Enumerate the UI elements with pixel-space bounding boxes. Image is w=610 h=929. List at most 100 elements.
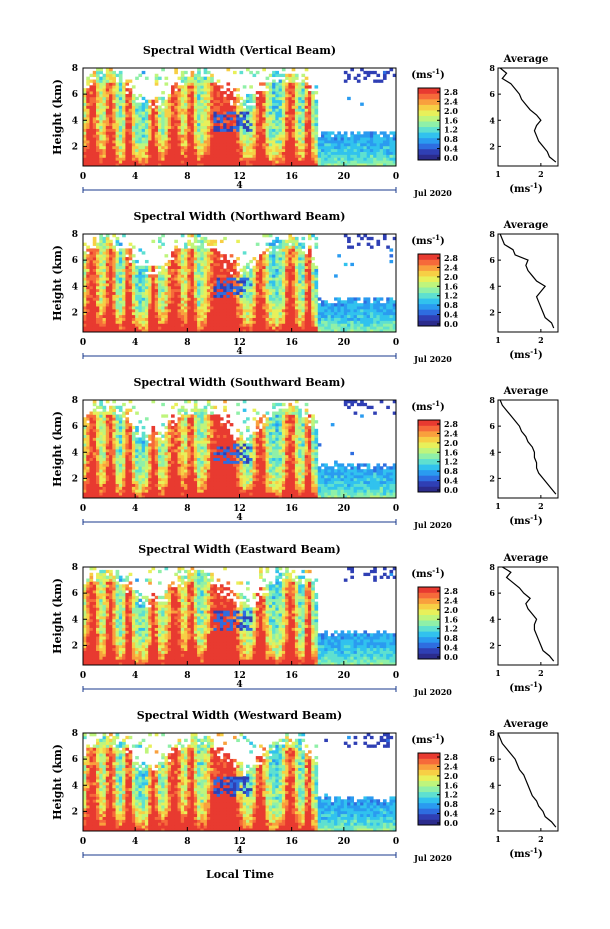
heatmap-cell (167, 134, 172, 138)
heatmap-cell (141, 96, 146, 101)
heatmap-cell (275, 274, 280, 278)
heatmap-cell (118, 128, 123, 132)
heatmap-cell (216, 320, 221, 324)
heatmap-cell (131, 85, 136, 89)
heatmap-cell (216, 314, 221, 318)
heatmap-cell (291, 283, 296, 287)
heatmap-cell (86, 306, 90, 310)
heatmap-cell (389, 154, 394, 158)
heatmap-cell (177, 329, 182, 333)
heatmap-cell (109, 251, 113, 255)
heatmap-cell (294, 259, 299, 264)
heatmap-cell (135, 283, 139, 287)
heatmap-cell (307, 163, 312, 167)
heatmap-cell (180, 128, 185, 132)
colorbar-swatch (418, 132, 440, 139)
heatmap-cell (197, 82, 201, 86)
heatmap-cell (278, 248, 283, 252)
heatmap-cell (268, 145, 273, 150)
heatmap-cell (259, 280, 263, 284)
heatmap-cell (213, 242, 218, 246)
heatmap-cell (265, 82, 270, 86)
heatmap-cell (294, 257, 299, 261)
heatmap-cell (86, 449, 90, 453)
heatmap-cell (197, 68, 201, 72)
heatmap-cell (190, 79, 195, 83)
heatmap-cell (200, 280, 205, 284)
heatmap-cell (373, 314, 377, 318)
heatmap-cell (144, 317, 149, 321)
heatmap-cell (177, 314, 182, 318)
heatmap-cell (131, 137, 136, 141)
heatmap-cell (363, 154, 368, 158)
heatmap-cell (294, 297, 299, 301)
heatmap-cell (164, 288, 169, 293)
heatmap-cell (157, 163, 162, 167)
heatmap-cell (379, 154, 384, 158)
heatmap-cell (83, 122, 87, 127)
heatmap-cell (278, 257, 283, 261)
heatmap-cell (92, 408, 97, 412)
heatmap-cell (242, 268, 247, 272)
heatmap-cell (105, 73, 110, 78)
heatmap-cell (164, 268, 169, 272)
heatmap-cell (184, 93, 188, 98)
heatmap-cell (83, 140, 87, 144)
heatmap-cell (177, 108, 182, 112)
heatmap-cell (148, 300, 152, 304)
heatmap-cell (118, 91, 123, 95)
heatmap-cell (343, 317, 348, 321)
heatmap-cell (135, 280, 139, 284)
heatmap-cell (138, 93, 143, 98)
heatmap-cell (197, 306, 201, 310)
heatmap-cell (291, 311, 296, 316)
x-tick-label: 0 (393, 172, 399, 182)
heatmap-cell (210, 277, 214, 281)
heatmap-cell (131, 259, 136, 264)
heatmap-cell (219, 314, 224, 318)
heatmap-cell (236, 291, 240, 295)
heatmap-cell (216, 291, 221, 295)
heatmap-cell (268, 274, 273, 278)
heatmap-cell (246, 280, 250, 284)
heatmap-cell (144, 323, 149, 327)
heatmap-cell (177, 265, 182, 269)
heatmap-cell (213, 254, 218, 258)
x-tick-label: 16 (285, 172, 298, 182)
heatmap-cell (144, 285, 149, 290)
heatmap-cell (102, 117, 107, 121)
heatmap-cell (216, 283, 221, 287)
heatmap-cell (311, 308, 315, 313)
heatmap-cell (164, 134, 169, 138)
heatmap-cell (294, 131, 299, 135)
heatmap-cell (118, 303, 123, 307)
heatmap-cell (193, 134, 198, 138)
heatmap-cell (259, 271, 263, 275)
heatmap-cell (109, 300, 113, 304)
heatmap-cell (184, 285, 188, 290)
heatmap-cell (314, 114, 319, 118)
heatmap-cell (193, 274, 198, 278)
heatmap-cell (112, 140, 116, 144)
heatmap-cell (304, 320, 309, 324)
heatmap-cell (278, 277, 283, 281)
heatmap-cell (259, 285, 263, 290)
heatmap-cell (99, 154, 103, 158)
heatmap-cell (190, 262, 195, 267)
heatmap-cell (272, 300, 276, 304)
heatmap-cell (239, 274, 244, 278)
heatmap-cell (115, 154, 120, 158)
heatmap-cell (343, 262, 348, 267)
heatmap-cell (99, 242, 103, 246)
heatmap-cell (89, 251, 94, 255)
heatmap-cell (164, 294, 169, 298)
heatmap-cell (109, 73, 113, 78)
heatmap-cell (109, 245, 113, 249)
heatmap-cell (203, 140, 208, 144)
average-y-tick-label: 6 (489, 255, 495, 265)
heatmap-cell (167, 163, 172, 167)
heatmap-cell (86, 79, 90, 83)
heatmap-cell (347, 137, 351, 141)
heatmap-cell (174, 131, 178, 135)
